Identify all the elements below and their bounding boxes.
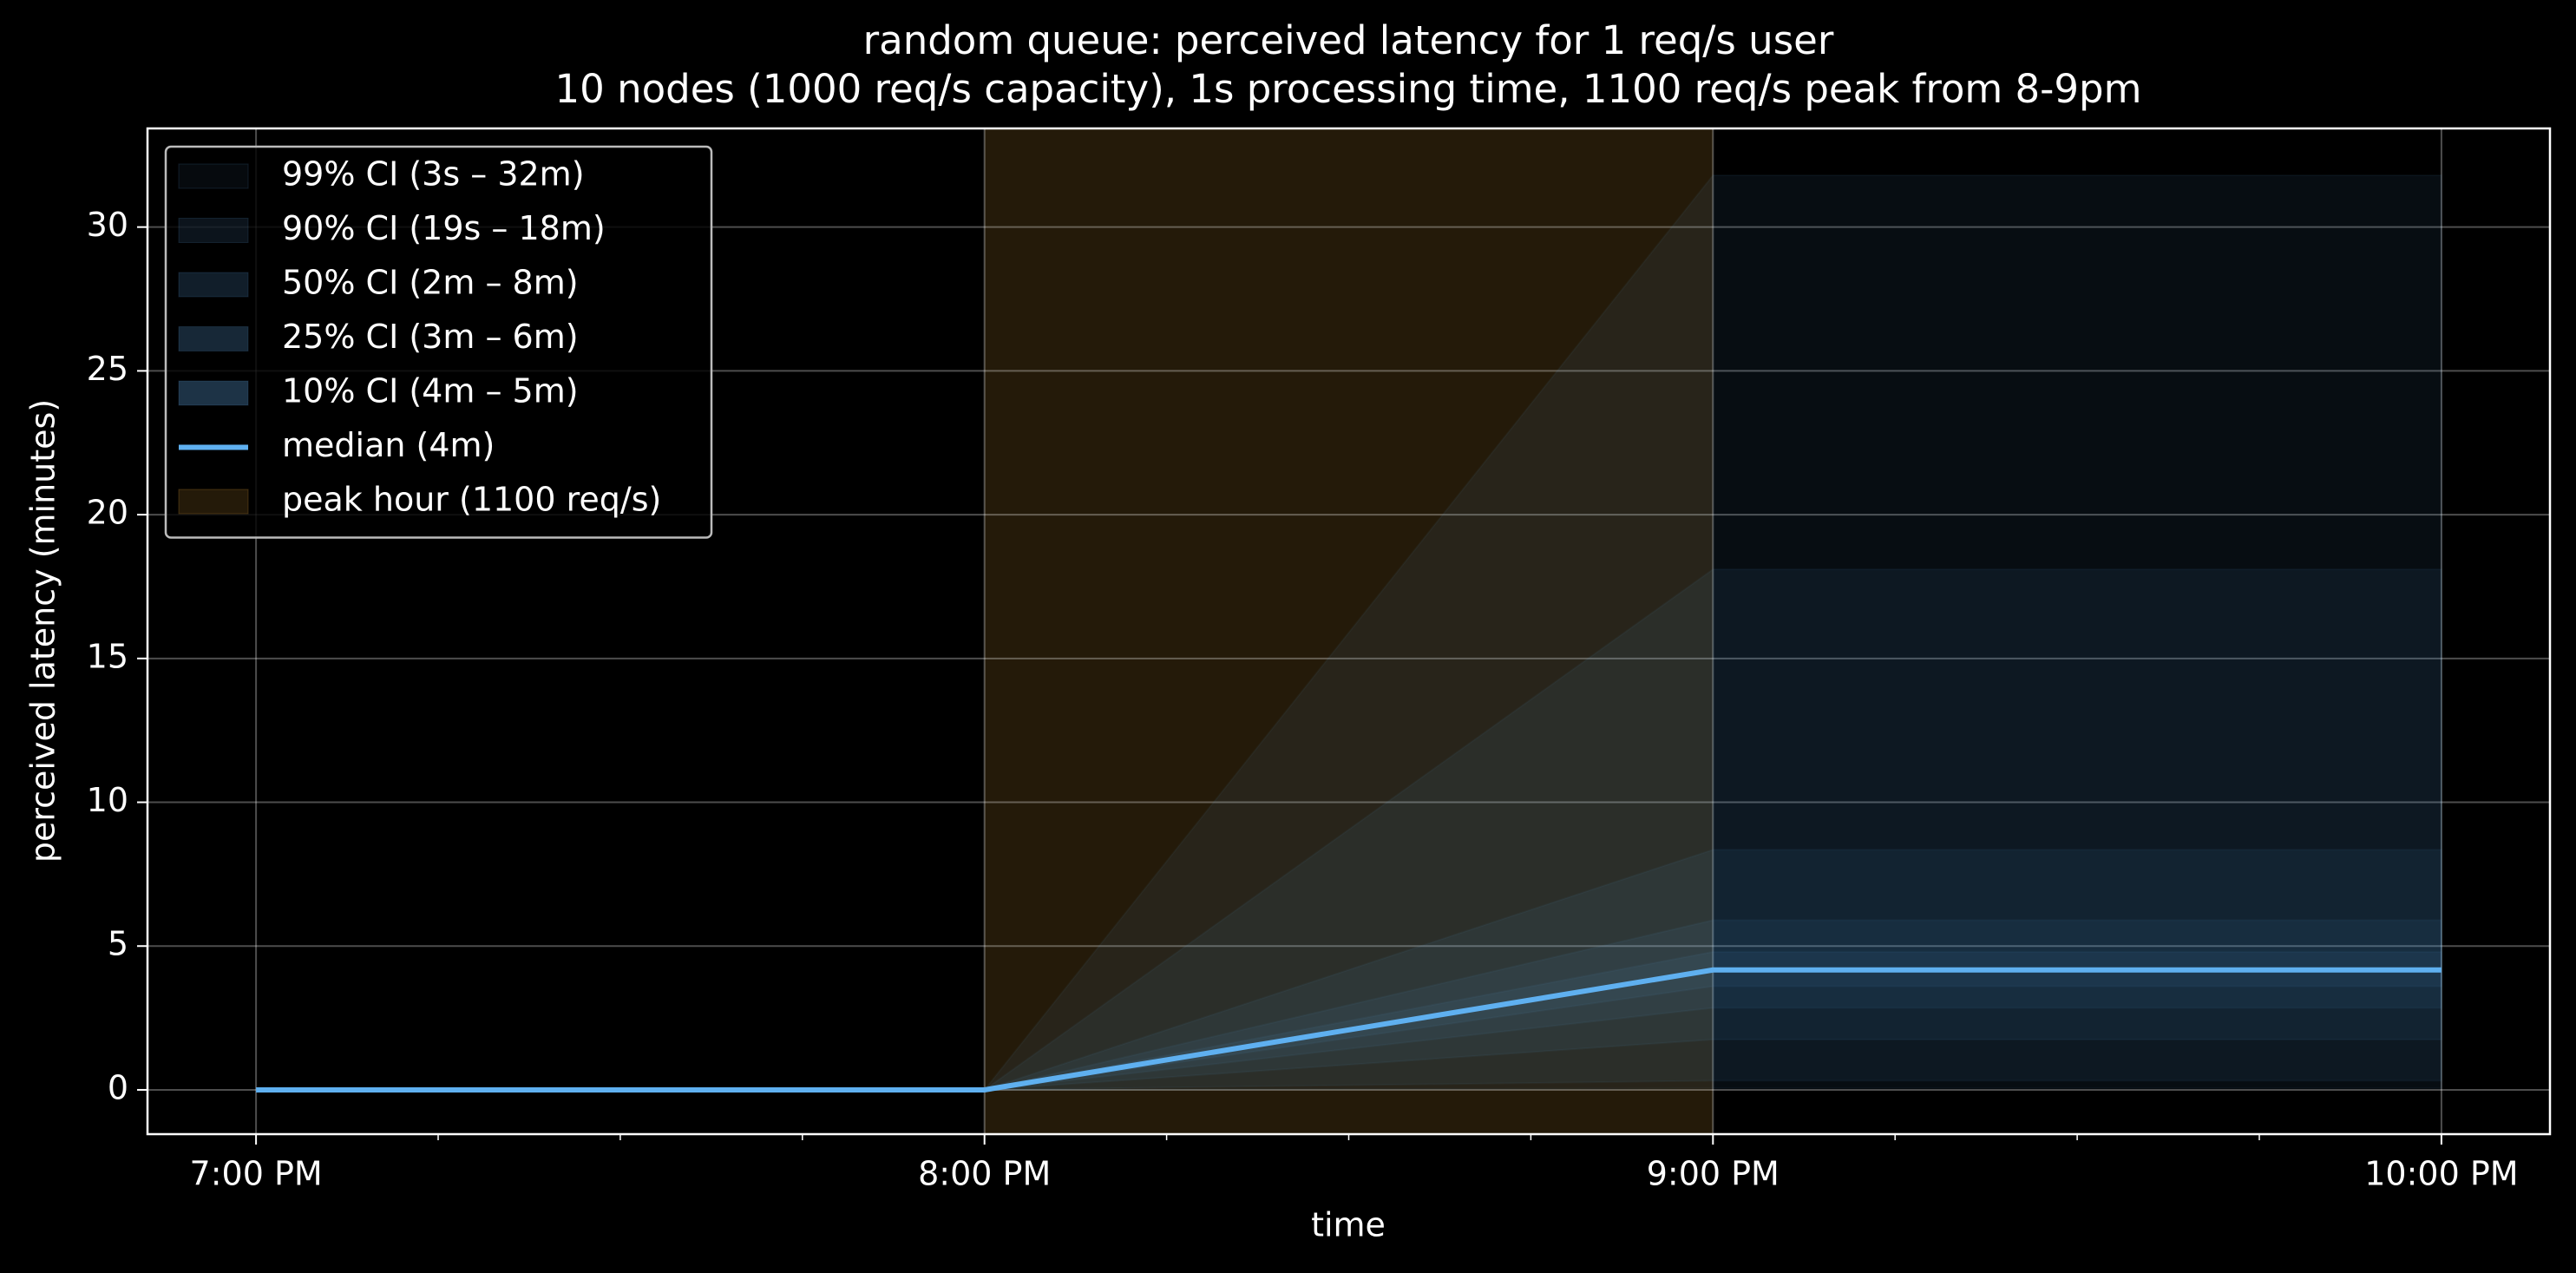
legend-box xyxy=(164,145,713,539)
legend-label: 90% CI (19s – 18m) xyxy=(282,209,606,247)
y-tick-label: 0 xyxy=(108,1068,128,1106)
median-line xyxy=(256,967,2442,1093)
plot-frame xyxy=(146,127,2552,1136)
x-tick-label: 8:00 PM xyxy=(918,1155,1051,1193)
legend-swatch xyxy=(178,380,249,406)
y-axis-label: perceived latency (minutes) xyxy=(24,399,62,863)
ci-band xyxy=(256,174,2442,1091)
legend-label: 50% CI (2m – 8m) xyxy=(282,264,579,302)
legend-swatch xyxy=(178,272,249,298)
peak-span xyxy=(984,128,1714,1134)
legend-label: 99% CI (3s – 32m) xyxy=(282,155,585,194)
legend-label: peak hour (1100 req/s) xyxy=(282,481,661,519)
y-tick-label: 25 xyxy=(87,350,128,388)
x-axis-label: time xyxy=(1311,1206,1386,1244)
legend-swatch xyxy=(178,489,249,515)
legend-swatch xyxy=(178,218,249,243)
ci-band xyxy=(256,568,2442,1091)
legend-label: median (4m) xyxy=(282,426,495,464)
x-tick-label: 10:00 PM xyxy=(2364,1155,2518,1193)
y-tick-label: 30 xyxy=(87,206,128,244)
y-tick-label: 20 xyxy=(87,494,128,532)
y-tick-label: 5 xyxy=(108,925,128,963)
ci-band xyxy=(256,849,2442,1091)
legend-label: 10% CI (4m – 5m) xyxy=(282,372,579,410)
chart-title: random queue: perceived latency for 1 re… xyxy=(863,17,1834,63)
ci-band xyxy=(256,919,2442,1091)
legend-label: 25% CI (3m – 6m) xyxy=(282,318,579,356)
y-tick-label: 10 xyxy=(87,781,128,819)
y-tick-label: 15 xyxy=(87,637,128,675)
chart-subtitle: 10 nodes (1000 req/s capacity), 1s proce… xyxy=(555,66,2142,112)
x-tick-label: 7:00 PM xyxy=(190,1155,323,1193)
legend-swatch xyxy=(178,163,249,189)
legend-swatch xyxy=(178,326,249,351)
x-tick-label: 9:00 PM xyxy=(1647,1155,1780,1193)
